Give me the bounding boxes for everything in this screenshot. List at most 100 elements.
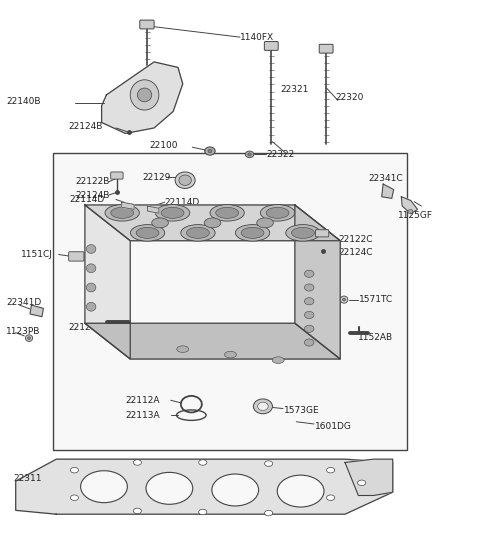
Ellipse shape <box>199 460 207 465</box>
Text: 1152AB: 1152AB <box>359 332 394 342</box>
Polygon shape <box>30 305 43 317</box>
FancyBboxPatch shape <box>69 252 84 261</box>
Ellipse shape <box>86 283 96 292</box>
Polygon shape <box>16 459 393 514</box>
Ellipse shape <box>245 151 254 158</box>
Ellipse shape <box>304 311 314 319</box>
Ellipse shape <box>291 227 314 238</box>
Ellipse shape <box>133 460 142 465</box>
Text: 22122B: 22122B <box>75 178 110 186</box>
Polygon shape <box>295 205 340 359</box>
Text: 22341C: 22341C <box>369 174 404 183</box>
Text: 1601DG: 1601DG <box>315 421 352 431</box>
Ellipse shape <box>187 227 209 238</box>
Text: 22125A: 22125A <box>249 220 283 229</box>
Polygon shape <box>85 324 340 359</box>
Polygon shape <box>382 184 394 199</box>
Ellipse shape <box>225 351 237 358</box>
Ellipse shape <box>264 510 273 516</box>
Ellipse shape <box>286 225 320 241</box>
Text: 1151CJ: 1151CJ <box>21 250 52 259</box>
Polygon shape <box>147 206 159 213</box>
Polygon shape <box>121 202 134 210</box>
Ellipse shape <box>235 225 270 241</box>
Ellipse shape <box>156 205 190 221</box>
Ellipse shape <box>358 480 366 486</box>
Ellipse shape <box>199 509 207 515</box>
Ellipse shape <box>179 175 192 185</box>
Text: 1571TC: 1571TC <box>360 295 394 304</box>
Ellipse shape <box>326 467 335 473</box>
Ellipse shape <box>340 296 348 303</box>
Text: 22114D: 22114D <box>70 195 105 204</box>
Polygon shape <box>401 197 418 214</box>
Ellipse shape <box>86 264 96 273</box>
Ellipse shape <box>257 218 274 228</box>
Ellipse shape <box>272 357 284 363</box>
Ellipse shape <box>343 298 346 301</box>
Ellipse shape <box>304 270 314 277</box>
Ellipse shape <box>25 335 33 341</box>
Ellipse shape <box>258 402 268 410</box>
Ellipse shape <box>248 153 251 156</box>
Text: 22124B: 22124B <box>75 191 110 200</box>
Ellipse shape <box>133 508 142 514</box>
Text: 22341D: 22341D <box>6 299 41 307</box>
Text: 1140FX: 1140FX <box>240 33 274 41</box>
Text: 22124C: 22124C <box>338 248 373 257</box>
Polygon shape <box>345 459 393 495</box>
Ellipse shape <box>212 474 259 506</box>
Ellipse shape <box>71 495 78 500</box>
Ellipse shape <box>216 207 239 218</box>
Polygon shape <box>85 205 130 359</box>
Ellipse shape <box>136 227 159 238</box>
Ellipse shape <box>326 495 335 500</box>
Ellipse shape <box>86 244 96 253</box>
Ellipse shape <box>241 227 264 238</box>
Ellipse shape <box>181 225 215 241</box>
Text: 22124B: 22124B <box>68 122 103 131</box>
Ellipse shape <box>105 205 139 221</box>
Text: 22129: 22129 <box>142 173 170 182</box>
Text: 22112A: 22112A <box>125 396 160 405</box>
Ellipse shape <box>131 225 165 241</box>
FancyBboxPatch shape <box>53 153 407 450</box>
Ellipse shape <box>175 172 195 189</box>
FancyBboxPatch shape <box>315 229 329 237</box>
Text: 1125GF: 1125GF <box>397 211 432 221</box>
Ellipse shape <box>304 284 314 291</box>
Text: 22320: 22320 <box>336 93 364 102</box>
FancyBboxPatch shape <box>264 41 278 50</box>
Text: 1123PB: 1123PB <box>6 327 40 336</box>
Ellipse shape <box>81 471 127 503</box>
Ellipse shape <box>208 149 212 153</box>
Text: 22122C: 22122C <box>338 234 373 243</box>
Ellipse shape <box>161 207 184 218</box>
Text: 22113A: 22113A <box>125 411 160 420</box>
Text: 1573GE: 1573GE <box>284 406 320 415</box>
Ellipse shape <box>146 472 193 504</box>
Ellipse shape <box>304 298 314 305</box>
FancyBboxPatch shape <box>319 44 333 53</box>
Text: 22114D: 22114D <box>165 198 200 207</box>
Ellipse shape <box>266 207 289 218</box>
Ellipse shape <box>304 325 314 332</box>
Ellipse shape <box>130 80 159 110</box>
Polygon shape <box>102 62 183 133</box>
Ellipse shape <box>86 302 96 311</box>
Ellipse shape <box>28 337 31 340</box>
Ellipse shape <box>260 205 295 221</box>
Ellipse shape <box>71 467 78 473</box>
Ellipse shape <box>111 207 133 218</box>
Ellipse shape <box>304 339 314 346</box>
Ellipse shape <box>277 475 324 507</box>
Text: 22322: 22322 <box>267 150 295 159</box>
Text: 22125C: 22125C <box>68 322 103 332</box>
Text: 22100: 22100 <box>149 141 178 150</box>
Ellipse shape <box>408 210 413 214</box>
Ellipse shape <box>137 88 152 102</box>
Text: 22311: 22311 <box>13 474 42 483</box>
Text: 22321: 22321 <box>281 85 309 94</box>
FancyBboxPatch shape <box>140 20 154 29</box>
Ellipse shape <box>204 218 221 228</box>
